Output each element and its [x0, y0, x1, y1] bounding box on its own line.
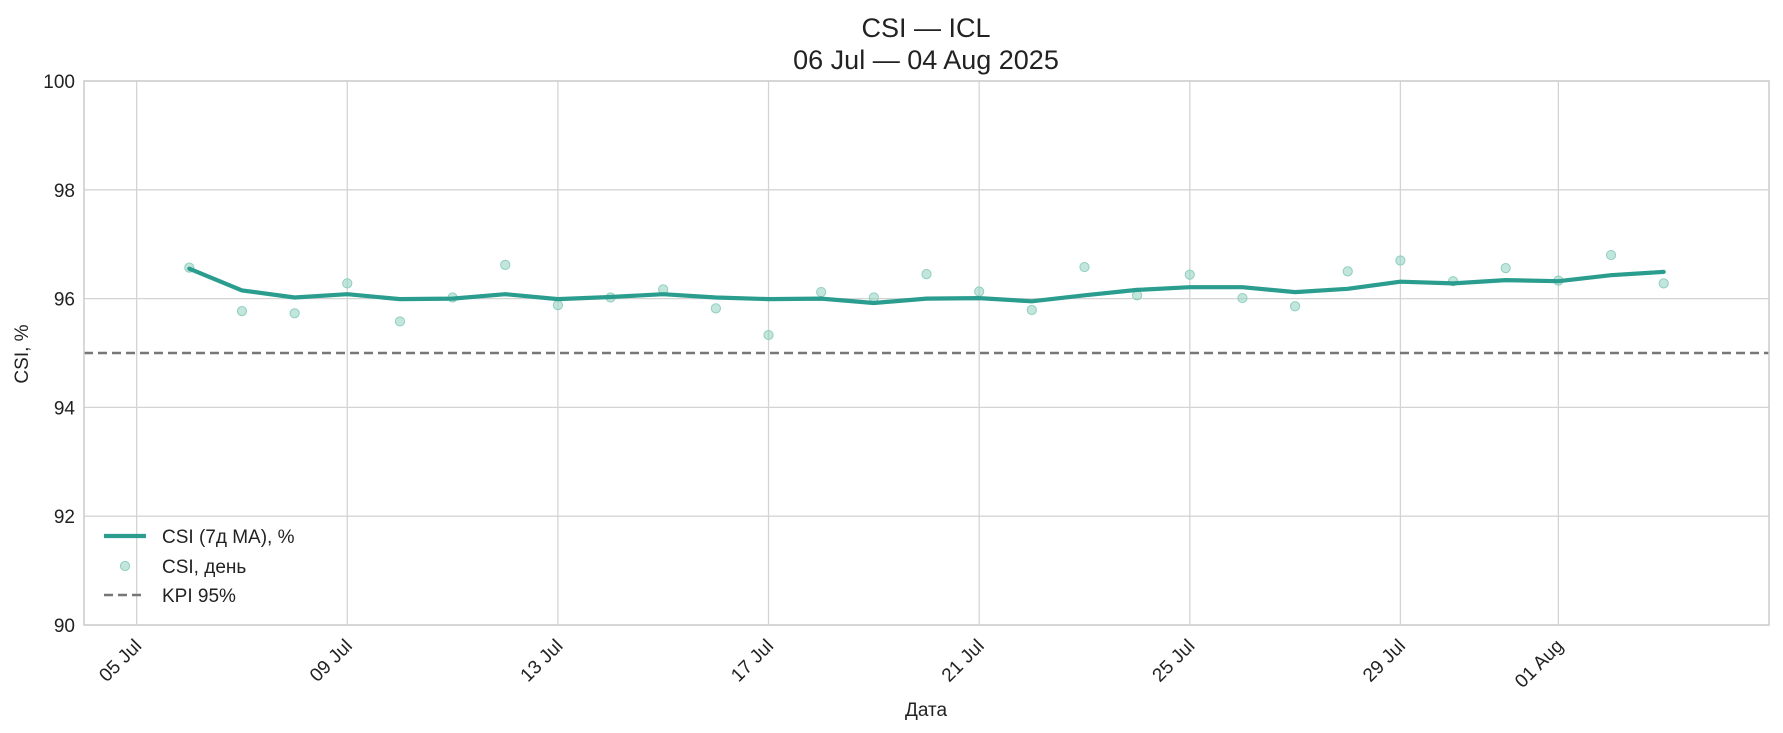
daily-csi-point — [974, 286, 985, 297]
legend-ma-label: CSI (7д MA), % — [162, 527, 295, 548]
y-tick-label: 94 — [54, 398, 76, 419]
daily-csi-point — [552, 300, 564, 311]
daily-csi-point — [1342, 266, 1353, 277]
y-tick-label: 90 — [54, 616, 75, 637]
daily-csi-point — [342, 278, 353, 289]
y-tick-label: 92 — [54, 507, 75, 528]
daily-csi-point — [1026, 304, 1037, 316]
plot-area-frame — [83, 80, 1770, 626]
daily-csi-point — [1500, 263, 1511, 274]
chart-subtitle: 06 Jul — 04 Aug 2025 — [793, 45, 1059, 75]
daily-csi-point — [921, 269, 932, 280]
daily-csi-point — [1605, 249, 1617, 261]
daily-csi-point — [1395, 255, 1406, 266]
daily-csi-point — [763, 329, 774, 341]
daily-csi-point — [500, 259, 511, 270]
y-tick-label: 98 — [54, 181, 75, 202]
daily-csi-point — [236, 306, 248, 317]
y-tick-labels: 90 92 94 96 98 100 — [43, 72, 75, 637]
x-axis-label: Дата — [905, 700, 948, 721]
y-axis-label: CSI, % — [12, 324, 33, 383]
daily-csi-point — [1079, 261, 1090, 273]
legend-daily-label: CSI, день — [162, 557, 246, 578]
legend-kpi-label: KPI 95% — [162, 586, 236, 607]
daily-csi-point — [1658, 278, 1669, 289]
daily-csi-point — [1184, 269, 1195, 280]
daily-csi-point — [816, 286, 827, 298]
y-tick-label: 96 — [54, 290, 75, 311]
daily-csi-point — [1289, 301, 1301, 312]
legend: CSI (7д MA), % CSI, день KPI 95% — [104, 527, 295, 607]
daily-csi-point — [1237, 292, 1248, 304]
data-layer — [184, 249, 1669, 341]
chart-title: CSI — ICL — [861, 13, 990, 43]
daily-csi-point — [394, 316, 406, 327]
y-tick-label: 100 — [43, 72, 75, 93]
legend-daily-swatch — [119, 560, 131, 572]
daily-csi-point — [289, 308, 300, 319]
csi-moving-average-line — [187, 266, 1666, 306]
daily-csi-point — [710, 303, 721, 314]
